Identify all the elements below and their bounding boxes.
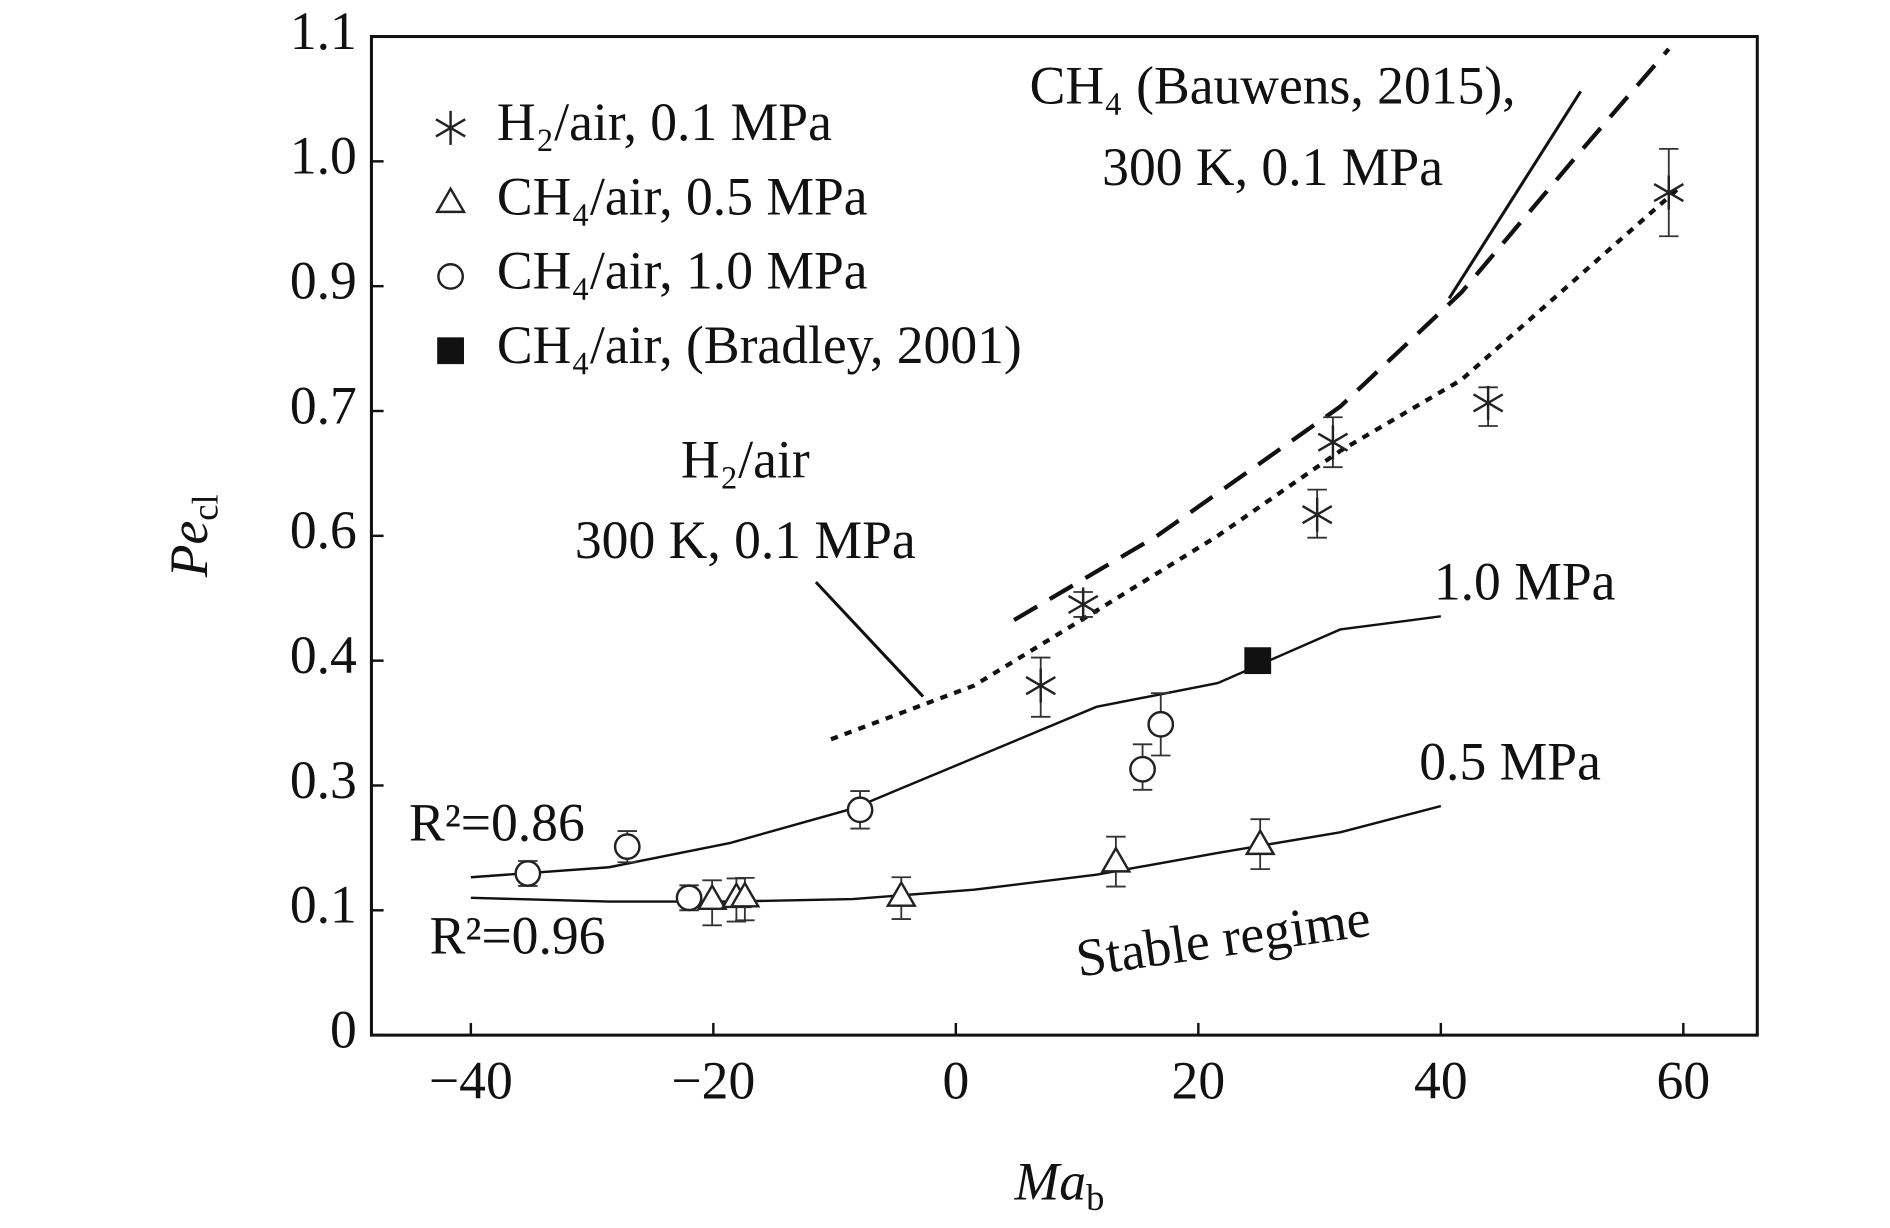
asterisk-stroke	[1301, 505, 1333, 525]
y-tick-label: 0.1	[290, 875, 357, 935]
y-tick-label: 0.4	[290, 625, 357, 685]
fit-curve	[470, 615, 1441, 879]
asterisk-stroke	[435, 118, 466, 138]
y-tick-label: 1.1	[290, 1, 357, 61]
annotation: 1.0 MPa	[1434, 551, 1616, 611]
asterisk-marker	[1067, 587, 1099, 622]
annotation: H₂/air	[681, 429, 810, 489]
legend-marker	[435, 186, 467, 214]
legend-marker	[437, 263, 464, 290]
plot-root: 0 0.1 0.3 0.4 0.6 0.7 0.9 1.0 1.1 −40 −20 0 20 40 60 Ma…	[159, 1, 1759, 1219]
annotation: 0.5 MPa	[1419, 732, 1601, 792]
asterisk-stroke	[1472, 393, 1504, 413]
annotation: CH₄ (Bauwens, 2015),	[1030, 56, 1516, 116]
legend-label: CH₄/air, 1.0 MPa	[497, 241, 868, 301]
legend-label: CH₄/air, (Bradley, 2001)	[497, 315, 1022, 375]
triangle-marker	[696, 883, 728, 911]
x-tick-label: −40	[429, 1051, 513, 1111]
circle-marker	[613, 833, 641, 861]
legend-label: CH₄/air, 0.5 MPa	[497, 166, 868, 226]
legend-marker	[437, 337, 464, 365]
asterisk-stroke	[1653, 182, 1685, 203]
x-tick-label: 0	[942, 1051, 969, 1111]
y-tick-label: 0.3	[290, 750, 357, 810]
x-label-sub: b	[1086, 1177, 1104, 1218]
fit-curve	[470, 804, 1442, 903]
leader-line	[1447, 90, 1582, 300]
y-label-main: Pe	[159, 521, 219, 579]
y-tick-label: 0	[330, 999, 357, 1059]
annotation: 300 K, 0.1 MPa	[575, 510, 916, 570]
circle-marker	[1129, 755, 1156, 783]
asterisk-marker	[1301, 497, 1333, 532]
fit-curve	[1012, 47, 1671, 622]
asterisk-stroke	[1025, 676, 1056, 696]
x-tick-label: 40	[1414, 1051, 1468, 1111]
annotation: R²=0.86	[409, 792, 585, 852]
y-tick-label: 0.6	[290, 500, 357, 560]
x-tick-label: 60	[1657, 1051, 1711, 1111]
triangle-marker	[1244, 828, 1276, 856]
triangle-marker	[885, 880, 917, 907]
circle-marker	[1147, 710, 1175, 738]
asterisk-marker	[1317, 425, 1349, 460]
asterisk-marker	[1025, 668, 1056, 703]
x-label-main: Ma	[1014, 1152, 1086, 1212]
legend-label: H₂/air, 0.1 MPa	[497, 92, 832, 152]
leader-line	[814, 581, 925, 698]
circle-marker	[846, 796, 874, 824]
x-tick-label: −20	[671, 1051, 755, 1111]
circle-marker	[514, 860, 542, 887]
asterisk-marker	[1653, 175, 1685, 210]
y-tick-label: 0.7	[290, 375, 357, 435]
triangle-marker	[1100, 845, 1132, 873]
x-axis-label: Mab	[1014, 1152, 1105, 1219]
triangle-marker	[729, 880, 761, 908]
x-tick-label: 20	[1172, 1051, 1226, 1111]
legend-marker	[435, 110, 466, 145]
y-axis-label: Pecl	[159, 494, 226, 578]
y-tick-label: 0.9	[290, 250, 357, 310]
annotation: R²=0.96	[430, 906, 606, 966]
circle-marker	[675, 884, 703, 912]
y-label-sub: cl	[185, 494, 226, 520]
asterisk-marker	[1472, 385, 1504, 420]
asterisk-stroke	[1067, 594, 1099, 615]
fit-curve	[830, 184, 1683, 742]
annotation: 300 K, 0.1 MPa	[1102, 137, 1443, 197]
annotation: Stable regime	[1072, 888, 1374, 989]
asterisk-stroke	[1317, 432, 1349, 452]
square-marker	[1244, 647, 1272, 675]
y-tick-label: 1.0	[290, 126, 357, 186]
